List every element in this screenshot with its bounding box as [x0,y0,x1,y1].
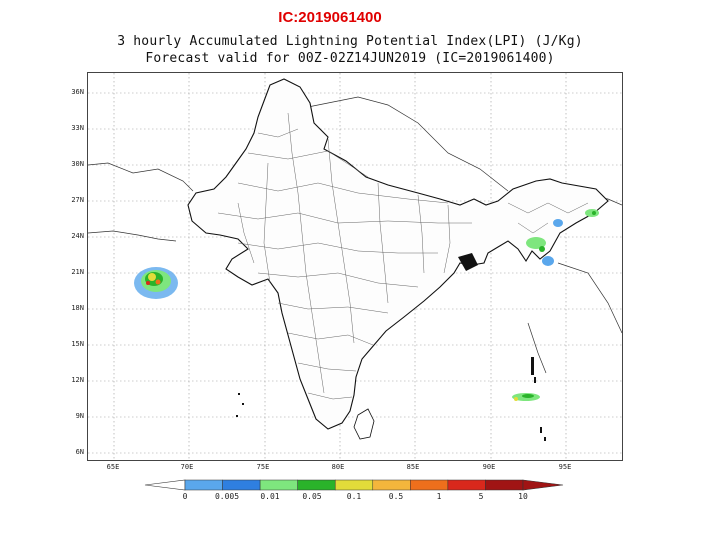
bangladesh-coast-shade [458,253,478,271]
map-title-line-2: Forecast valid for 00Z-02Z14JUN2019 (IC=… [145,51,555,66]
india-outline [187,78,609,430]
lon-tick-label: 70E [180,463,194,471]
graticule [88,73,622,460]
india-lpi-map [88,73,622,460]
lat-tick-label: 36N [71,88,84,96]
colorbar-swatch [222,479,261,491]
lakshadweep-islands [236,393,244,417]
colorbar-level-label: 0.05 [302,492,322,501]
colorbar-swatch [297,479,336,491]
lat-tick-label: 33N [71,124,84,132]
lon-tick-label: 85E [406,463,420,471]
colorbar-high-arrow [522,479,564,491]
colorbar-swatch [485,479,524,491]
lat-tick-label: 18N [71,304,84,312]
colorbar-level-label: 0.01 [260,492,280,501]
district-boundaries [217,112,589,400]
colorbar-level-label: 5 [478,492,484,501]
colorbar-low-arrow [144,479,186,491]
colorbar-level-label: 0.1 [346,492,362,501]
lat-tick-label: 24N [71,232,84,240]
colorbar-swatch [184,479,223,491]
lpi-northeast-india [526,209,599,266]
lon-tick-label: 95E [558,463,572,471]
lat-tick-label: 27N [71,196,84,204]
lat-tick-label: 9N [75,412,84,420]
initial-condition-label: IC:2019061400 [278,9,382,26]
colorbar-level-label: 0 [182,492,188,501]
lat-tick-label: 12N [71,376,84,384]
lat-tick-label: 21N [71,268,84,276]
colorbar-swatch [372,479,411,491]
lon-tick-label: 80E [331,463,345,471]
colorbar-level-label: 10 [518,492,528,501]
map-panel [87,72,623,461]
lat-tick-label: 30N [71,160,84,168]
lpi-colorbar [144,479,564,491]
lpi-cyclone-arabian-sea [134,267,178,299]
colorbar-level-label: 0.5 [388,492,404,501]
colorbar-level-label: 1 [436,492,442,501]
colorbar-level-label: 0.005 [214,492,240,501]
sri-lanka-outline [353,408,375,440]
colorbar-swatch [334,479,374,491]
neighbour-borders [88,96,622,374]
andaman-nicobar-islands [531,357,546,441]
lat-tick-label: 6N [75,448,84,456]
lon-tick-label: 65E [106,463,120,471]
lat-tick-label: 15N [71,340,84,348]
map-title-line-1: 3 hourly Accumulated Lightning Potential… [117,34,583,49]
lon-tick-label: 75E [256,463,270,471]
colorbar-swatch [447,479,486,491]
lon-tick-label: 90E [482,463,496,471]
colorbar-swatch [259,479,298,491]
colorbar-swatch [410,479,449,491]
lpi-andaman-sea [512,393,540,401]
